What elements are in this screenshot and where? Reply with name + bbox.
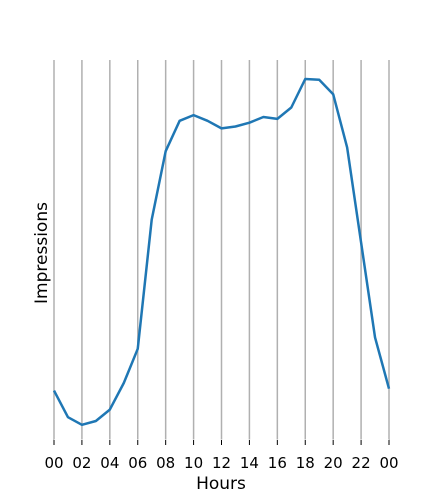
x-axis-title: Hours [196, 474, 246, 494]
series-group [52, 77, 391, 427]
x-tick-label: 10 [184, 454, 203, 472]
y-axis-title: Impressions [32, 202, 52, 304]
x-tick-label: 08 [156, 454, 175, 472]
x-tick-label: 12 [212, 454, 231, 472]
x-tick-label: 06 [128, 454, 147, 472]
x-tick-label: 20 [324, 454, 343, 472]
x-tick-label: 14 [240, 454, 259, 472]
x-tick-label: 22 [352, 454, 371, 472]
x-tick-label: 02 [72, 454, 91, 472]
x-tick-label: 18 [296, 454, 315, 472]
x-axis-ticks: 00 02 04 06 08 10 12 14 16 18 20 22 00 [44, 440, 399, 472]
x-tick-label: 04 [100, 454, 119, 472]
x-tick-label: 00 [379, 454, 398, 472]
x-tick-label: 00 [44, 454, 63, 472]
series-line [52, 77, 391, 427]
x-tick-label: 16 [268, 454, 287, 472]
grid-lines [53, 60, 390, 440]
